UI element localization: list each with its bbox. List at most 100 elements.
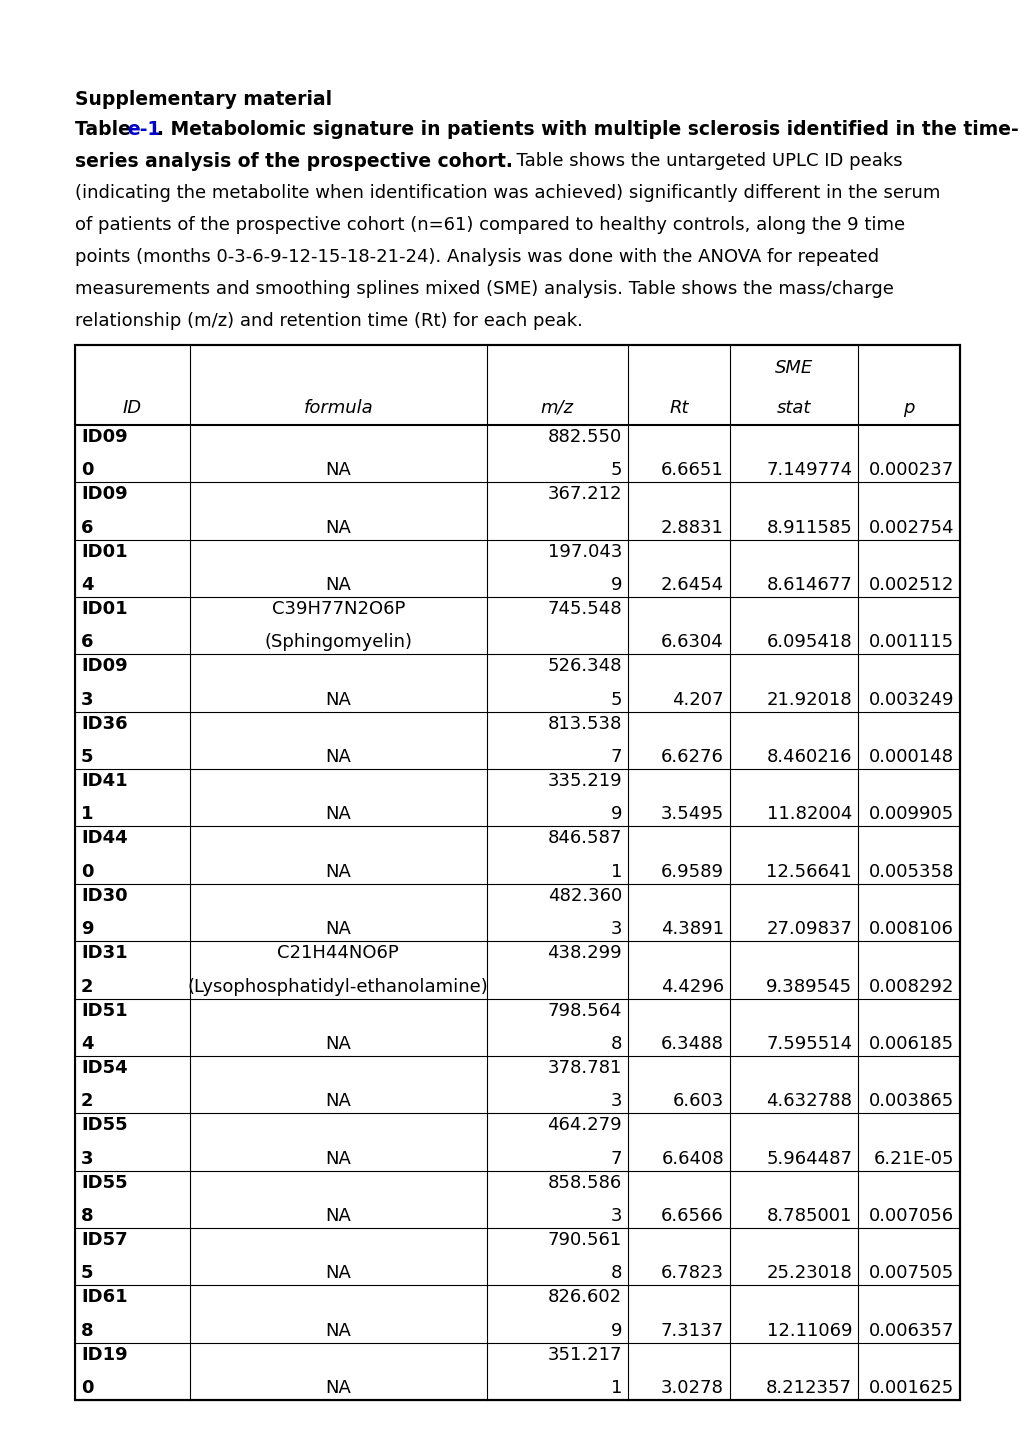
Text: ID09: ID09 (81, 485, 127, 504)
Text: 1: 1 (81, 805, 94, 824)
Text: 826.602: 826.602 (547, 1289, 622, 1306)
Text: 482.360: 482.360 (547, 887, 622, 905)
Text: 438.299: 438.299 (547, 944, 622, 962)
Text: 8.614677: 8.614677 (765, 576, 852, 595)
Text: 0: 0 (81, 863, 94, 880)
Text: 3: 3 (81, 1150, 94, 1167)
Text: points (months 0-3-6-9-12-15-18-21-24). Analysis was done with the ANOVA for rep: points (months 0-3-6-9-12-15-18-21-24). … (75, 248, 878, 266)
Text: 0.001625: 0.001625 (868, 1380, 953, 1397)
Text: NA: NA (325, 747, 351, 766)
Text: 6.6566: 6.6566 (660, 1206, 723, 1225)
Text: Supplementary material: Supplementary material (75, 89, 332, 110)
Text: NA: NA (325, 1380, 351, 1397)
Text: C21H44NO6P: C21H44NO6P (277, 944, 398, 962)
Text: ID09: ID09 (81, 429, 127, 446)
Text: 0: 0 (81, 1380, 94, 1397)
Text: 1: 1 (610, 1380, 622, 1397)
Text: NA: NA (325, 576, 351, 595)
Text: 21.92018: 21.92018 (766, 691, 852, 709)
Text: 2.6454: 2.6454 (660, 576, 723, 595)
Text: p: p (903, 400, 914, 417)
Text: Rt: Rt (668, 400, 688, 417)
Text: 2: 2 (81, 977, 94, 996)
Text: 6.6408: 6.6408 (660, 1150, 723, 1167)
Text: ID36: ID36 (81, 714, 127, 733)
Text: 4.632788: 4.632788 (765, 1092, 852, 1110)
Text: formula: formula (304, 400, 373, 417)
Text: 0.007056: 0.007056 (868, 1206, 953, 1225)
Text: Table: Table (75, 120, 138, 139)
Text: 3.0278: 3.0278 (660, 1380, 723, 1397)
Text: 3.5495: 3.5495 (660, 805, 723, 824)
Text: 4.207: 4.207 (672, 691, 723, 709)
Text: ID54: ID54 (81, 1059, 127, 1076)
Text: Table shows the untargeted UPLC ID peaks: Table shows the untargeted UPLC ID peaks (504, 152, 902, 170)
Text: . Metabolomic signature in patients with multiple sclerosis identified in the ti: . Metabolomic signature in patients with… (157, 120, 1018, 139)
Text: NA: NA (325, 1322, 351, 1339)
Text: (indicating the metabolite when identification was achieved) significantly diffe: (indicating the metabolite when identifi… (75, 185, 940, 202)
Text: ID: ID (123, 400, 142, 417)
Text: 367.212: 367.212 (547, 485, 622, 504)
Text: NA: NA (325, 863, 351, 880)
Text: 11.82004: 11.82004 (766, 805, 852, 824)
Text: 798.564: 798.564 (547, 1001, 622, 1020)
Text: 0.007505: 0.007505 (868, 1264, 953, 1283)
Text: 0.009905: 0.009905 (868, 805, 953, 824)
Text: measurements and smoothing splines mixed (SME) analysis. Table shows the mass/ch: measurements and smoothing splines mixed… (75, 280, 893, 299)
Text: ID55: ID55 (81, 1173, 127, 1192)
Text: 3: 3 (610, 1206, 622, 1225)
Text: 9: 9 (610, 1322, 622, 1339)
Text: 5: 5 (610, 691, 622, 709)
Text: 2.8831: 2.8831 (660, 518, 723, 537)
Text: 0.006185: 0.006185 (868, 1035, 953, 1053)
Text: 8: 8 (81, 1322, 94, 1339)
Bar (75, 345, 959, 1400)
Text: (Lysophosphatidyl-ethanolamine): (Lysophosphatidyl-ethanolamine) (187, 977, 488, 996)
Text: NA: NA (325, 1206, 351, 1225)
Text: 8.212357: 8.212357 (765, 1380, 852, 1397)
Text: 3: 3 (610, 921, 622, 938)
Text: e-1: e-1 (127, 120, 160, 139)
Text: 0.003249: 0.003249 (867, 691, 953, 709)
Text: 9.389545: 9.389545 (765, 977, 852, 996)
Text: 351.217: 351.217 (547, 1346, 622, 1364)
Text: 7.149774: 7.149774 (765, 462, 852, 479)
Text: 6.21E-05: 6.21E-05 (872, 1150, 953, 1167)
Text: 8: 8 (81, 1206, 94, 1225)
Text: 6.6304: 6.6304 (660, 633, 723, 651)
Text: of patients of the prospective cohort (n=61) compared to healthy controls, along: of patients of the prospective cohort (n… (75, 216, 904, 234)
Text: 25.23018: 25.23018 (765, 1264, 852, 1283)
Text: 7: 7 (610, 1150, 622, 1167)
Text: 790.561: 790.561 (547, 1231, 622, 1250)
Text: ID44: ID44 (81, 830, 127, 847)
Text: 858.586: 858.586 (547, 1173, 622, 1192)
Text: NA: NA (325, 462, 351, 479)
Text: 0.002512: 0.002512 (868, 576, 953, 595)
Text: 526.348: 526.348 (547, 658, 622, 675)
Text: NA: NA (325, 518, 351, 537)
Text: 5: 5 (610, 462, 622, 479)
Text: 745.548: 745.548 (547, 600, 622, 618)
Text: ID30: ID30 (81, 887, 127, 905)
Text: 8: 8 (610, 1264, 622, 1283)
Text: 6.3488: 6.3488 (660, 1035, 723, 1053)
Text: m/z: m/z (540, 400, 574, 417)
Text: series analysis of the prospective cohort.: series analysis of the prospective cohor… (75, 152, 513, 172)
Text: 6: 6 (81, 518, 94, 537)
Text: ID01: ID01 (81, 600, 127, 618)
Text: 3: 3 (81, 691, 94, 709)
Text: NA: NA (325, 921, 351, 938)
Text: 4.4296: 4.4296 (660, 977, 723, 996)
Text: 0.008292: 0.008292 (868, 977, 953, 996)
Text: 0: 0 (81, 462, 94, 479)
Text: SME: SME (774, 359, 812, 377)
Text: 464.279: 464.279 (547, 1117, 622, 1134)
Text: 6.6651: 6.6651 (660, 462, 723, 479)
Text: 8.911585: 8.911585 (765, 518, 852, 537)
Text: NA: NA (325, 691, 351, 709)
Text: 9: 9 (81, 921, 94, 938)
Text: 0.005358: 0.005358 (868, 863, 953, 880)
Text: 7.3137: 7.3137 (660, 1322, 723, 1339)
Text: 7: 7 (610, 747, 622, 766)
Text: ID41: ID41 (81, 772, 127, 791)
